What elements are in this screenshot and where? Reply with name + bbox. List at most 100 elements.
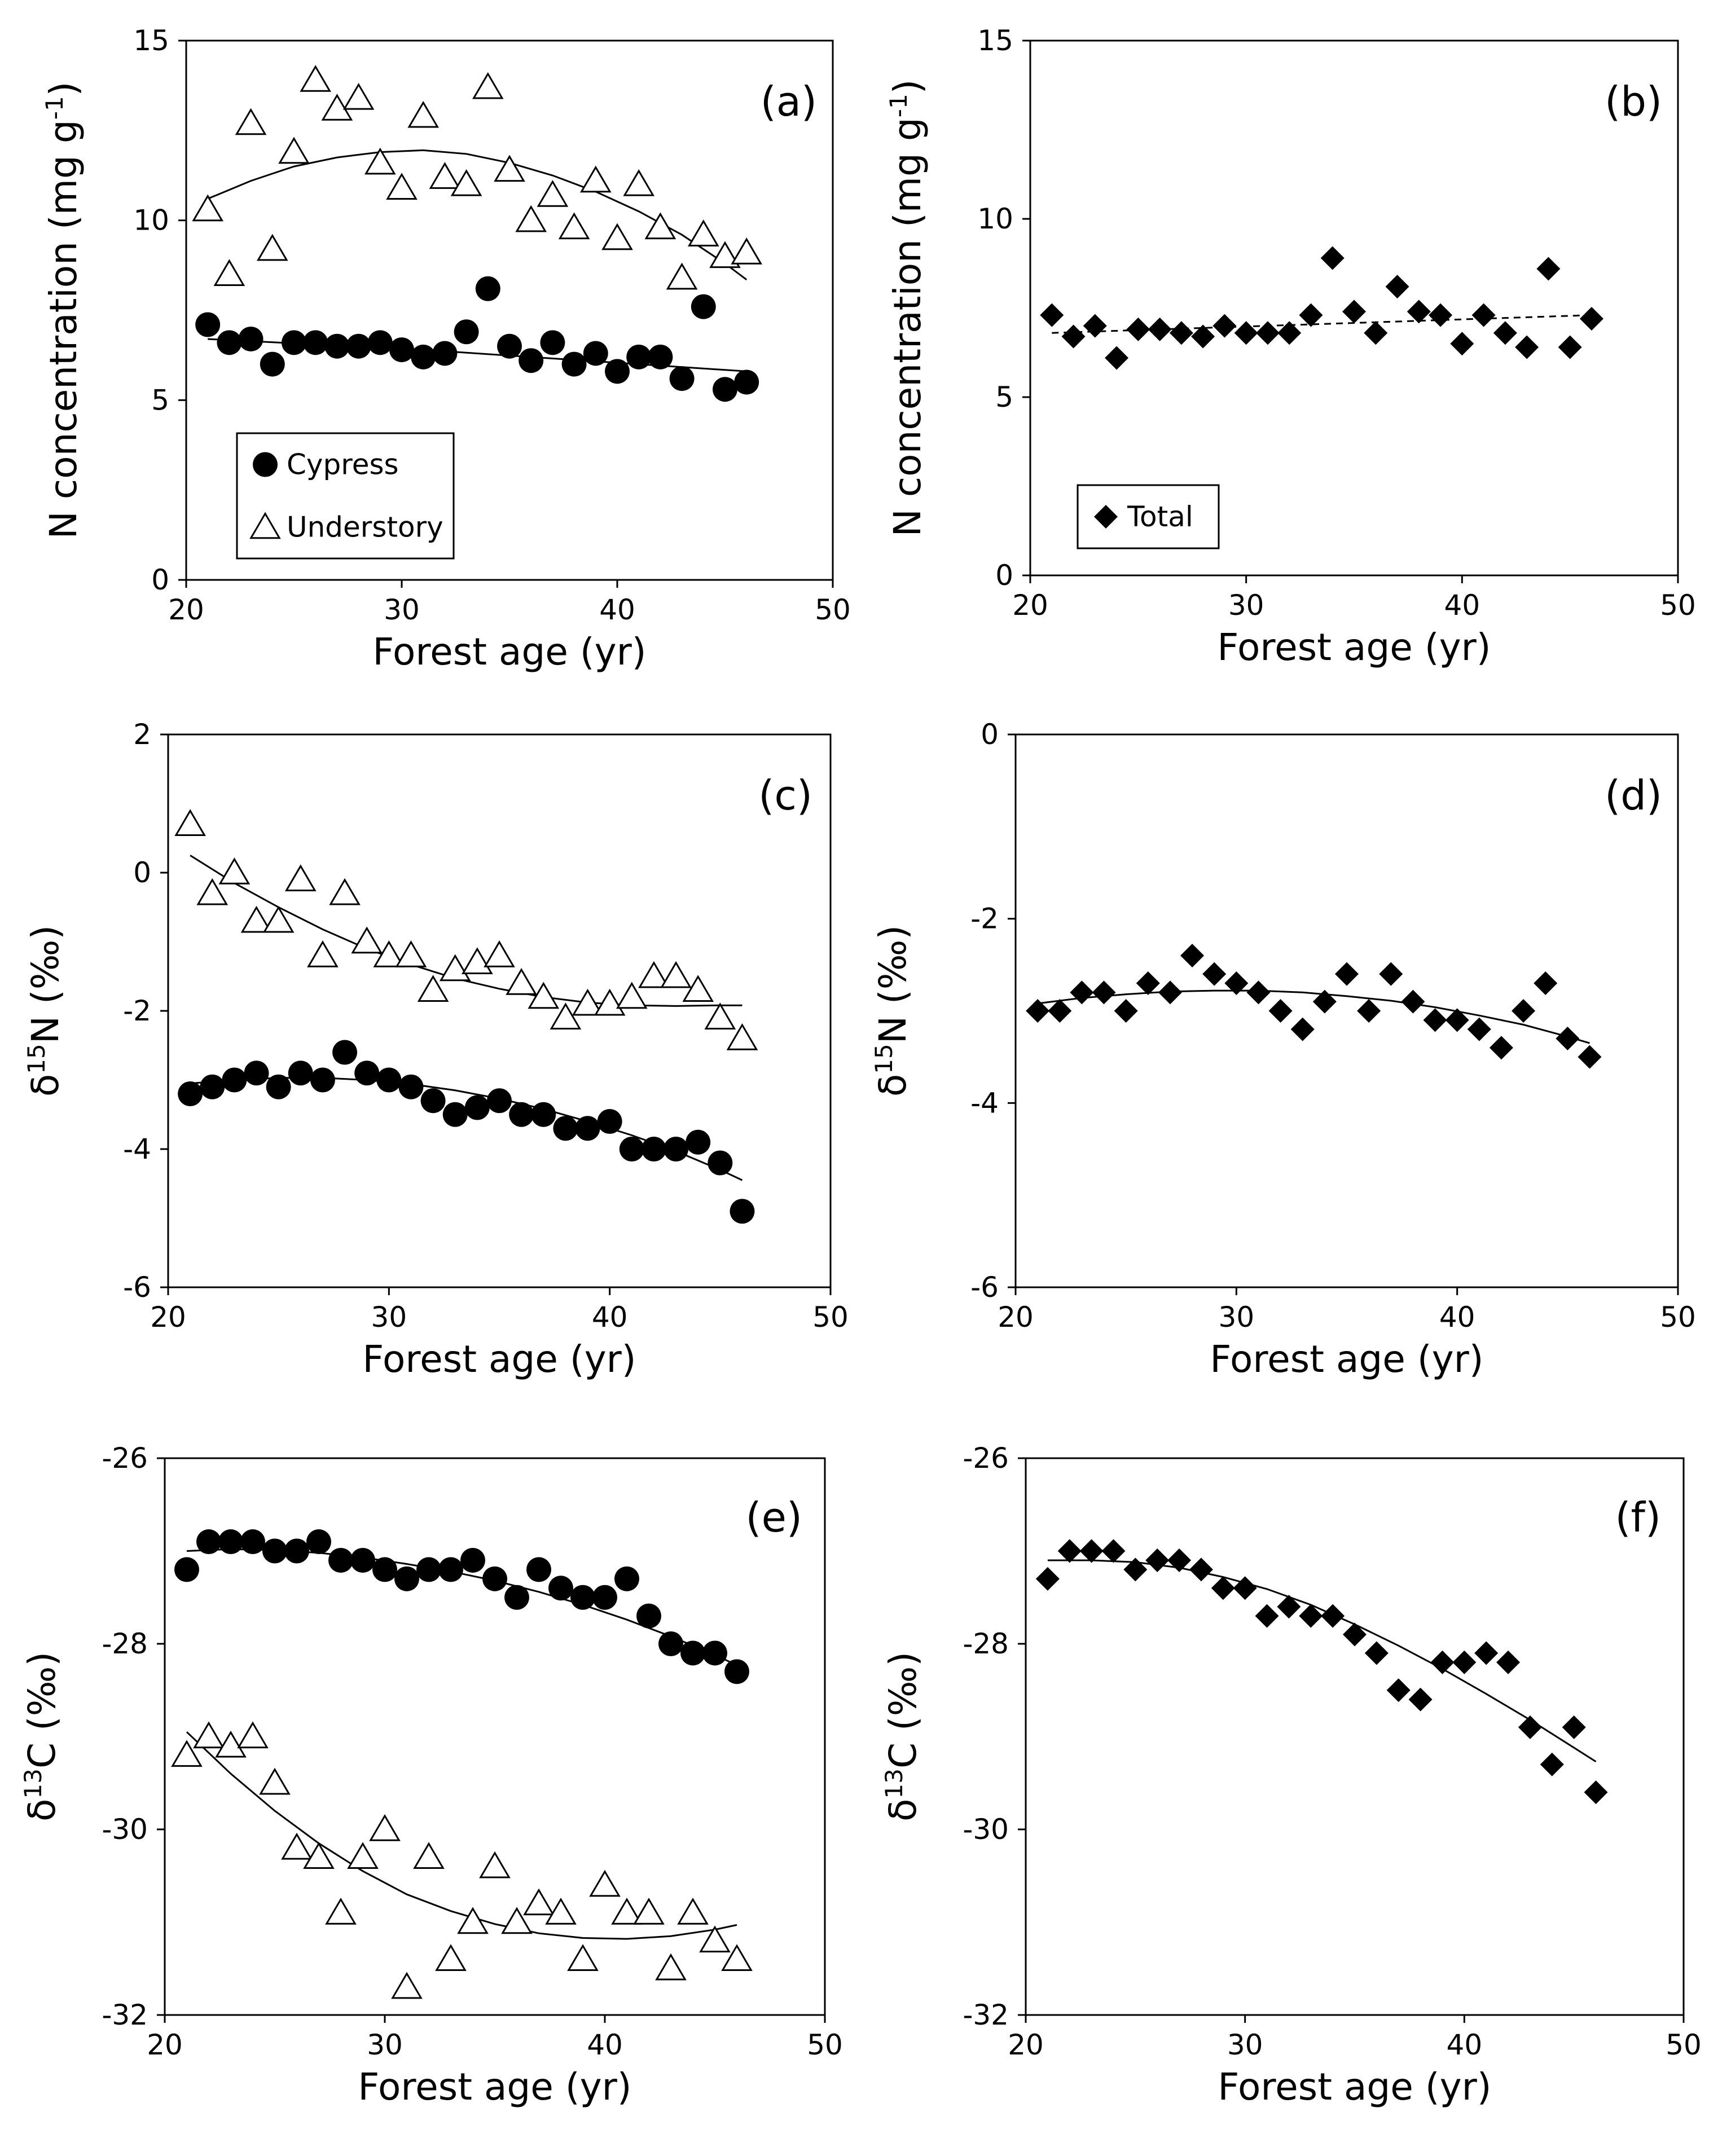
y-axis-title-tail: ) [42,82,85,96]
y-axis-title: δ13C (‰) [19,1652,64,1821]
data-point-understory [413,1842,445,1869]
data-point-understory [699,1925,731,1953]
data-point-cypress [398,1074,424,1099]
data-point-total [1515,335,1539,359]
legend-marker-total [1094,505,1118,529]
data-point-total [1202,962,1227,986]
data-point-total [1048,999,1072,1023]
series-cypress [195,276,759,402]
y-axis-title-main: N concentration (mg g [886,117,929,536]
data-point-understory [638,961,670,988]
data-point-understory [364,147,396,175]
y-tick-label: 15 [133,24,169,57]
x-axis-title: Forest age (yr) [1218,2065,1491,2109]
y-axis-title-superscript: -1 [41,96,68,120]
data-point-total [1035,1567,1060,1591]
data-point-cypress [217,330,242,355]
data-point-cypress [641,1137,666,1161]
x-tick-label: 40 [599,593,635,626]
data-point-total [1467,1017,1491,1041]
data-point-understory [633,1898,665,1925]
data-point-cypress [346,333,371,359]
data-point-cypress [354,1061,380,1086]
y-tick-label: -4 [970,1086,999,1119]
data-point-understory [351,926,383,954]
data-point-cypress [626,344,652,369]
data-point-cypress [680,1640,705,1666]
plot-frame [1014,733,1679,1288]
data-point-cypress [686,1129,711,1155]
y-tick-label: 0 [995,559,1013,592]
data-point-understory [386,173,418,200]
data-point-total [1445,1008,1469,1032]
data-point-cypress [669,366,695,391]
data-point-cypress [438,1557,463,1582]
y-axis-title-main: δ [871,1074,915,1097]
plot-frame [164,1457,826,2016]
data-point-understory [494,155,525,182]
y-axis-title-main: δ [24,1074,67,1097]
data-point-cypress [614,1566,639,1591]
y-tick-label: -26 [102,1442,148,1475]
x-tick-label: 50 [1660,589,1696,622]
data-point-total [1512,999,1536,1023]
data-point-total [1211,1576,1235,1600]
data-point-cypress [519,348,544,373]
data-point-total [1429,303,1453,327]
data-point-total [1312,989,1337,1014]
series-understory [174,809,758,1050]
panel-label: (f) [1615,1494,1661,1541]
data-point-cypress [306,1529,331,1555]
data-point-total [1474,1641,1499,1665]
data-point-cypress [702,1640,727,1666]
data-point-cypress [648,344,673,369]
data-point-understory [611,1898,643,1925]
data-point-understory [523,1888,555,1916]
data-point-total [1578,1045,1602,1069]
data-point-cypress [174,1557,199,1582]
data-point-understory [192,194,224,222]
data-point-total [1061,324,1086,349]
data-point-total [1083,314,1107,338]
x-axis-title: Forest age (yr) [1217,626,1491,669]
data-point-total [1357,999,1381,1023]
data-point-total [1496,1650,1521,1674]
panel-a: 20 30 40 50 0 5 10 15 Forest age (yr) N concentra… [41,24,851,674]
y-axis-title-main: δ [881,1799,925,1821]
data-point-understory [278,137,310,164]
panel-label: (d) [1605,772,1662,819]
data-point-understory [589,1869,621,1897]
data-point-cypress [553,1116,578,1141]
data-point-understory [545,1898,577,1925]
data-point-understory [429,162,461,189]
data-point-total [1191,324,1215,349]
trend-line-understory [207,149,748,280]
x-tick-label: 50 [815,593,851,626]
data-point-understory [262,905,295,933]
data-point-understory [235,108,267,135]
data-point-total [1430,1650,1455,1674]
x-tick-label: 40 [592,1301,628,1334]
data-point-total [1299,1604,1323,1628]
data-point-understory [558,212,590,240]
data-point-total [1136,971,1160,995]
data-point-cypress [284,1538,309,1564]
data-point-understory [347,1842,379,1869]
panel-label: (a) [761,78,817,125]
series-total [1040,246,1603,370]
legend-label-understory: Understory [287,511,443,544]
series-cypress [174,1529,749,1684]
data-point-understory [579,165,612,193]
data-point-total [1385,275,1409,299]
data-point-total [1556,1027,1580,1050]
data-point-understory [193,1721,225,1749]
y-tick-label: -6 [123,1271,151,1304]
legend-label-total: Total [1127,500,1193,533]
data-point-understory [218,857,251,885]
data-point-cypress [389,337,414,363]
data-point-cypress [310,1067,335,1093]
y-tick-label: -32 [963,1999,1009,2031]
y-axis-title-superscript: 15 [23,1044,50,1073]
y-axis-title-tail: C (‰) [20,1652,64,1768]
plot-frame [1029,39,1679,577]
